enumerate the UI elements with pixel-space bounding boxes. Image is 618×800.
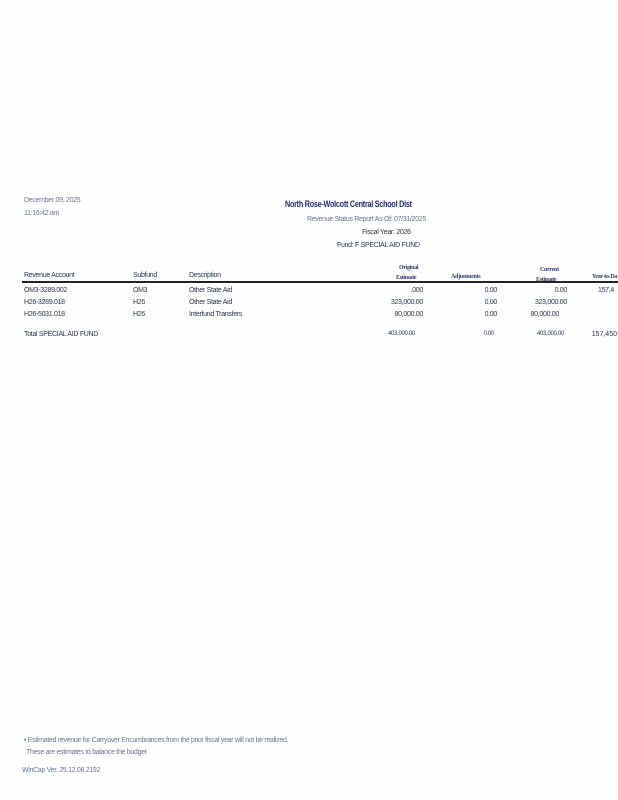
row-original: 323,000.00 xyxy=(390,299,423,306)
col-ytd: Year-to-Da xyxy=(592,274,618,280)
row-ytd: 157,4 xyxy=(598,287,615,294)
fund-name: Fund: F SPECIAL AID FUND xyxy=(337,242,420,249)
report-time: 11:16:42 am xyxy=(24,210,60,217)
row-original: .000 xyxy=(410,287,424,294)
row-adjustments: 0.00 xyxy=(484,299,498,306)
row-subfund: H26 xyxy=(133,299,145,306)
report-date: December 09, 2025 xyxy=(24,197,81,204)
row-account: H26-5031.018 xyxy=(24,311,65,318)
row-subfund: H26 xyxy=(133,311,145,318)
row-current: 323,000.00 xyxy=(534,299,567,306)
row-description: Interfund Transfers xyxy=(189,311,243,318)
row-current: 0.00 xyxy=(554,287,568,294)
total-label: Total SPECIAL AID FUND xyxy=(24,331,99,338)
total-ytd: 157,450 xyxy=(591,331,617,338)
col-current-2: Estimate xyxy=(536,277,557,283)
row-account: H26-3289.018 xyxy=(24,299,65,306)
fiscal-year: Fiscal Year: 2026 xyxy=(362,229,411,236)
row-description: Other State Aid xyxy=(189,287,232,294)
version-label: WinCap Ver. 25.12.08.2192 xyxy=(22,767,101,774)
row-adjustments: 0.00 xyxy=(484,311,498,318)
header-rule xyxy=(22,281,618,283)
col-current-1: Current xyxy=(540,267,559,273)
row-subfund: OM3 xyxy=(133,287,148,294)
col-original-2: Estimate xyxy=(396,275,417,281)
col-adjustments: Adjustments xyxy=(451,274,481,280)
footnote-2: These are estimates to balance the budge… xyxy=(26,749,147,756)
total-original: 403,000.00 xyxy=(387,331,415,337)
col-original-1: Original xyxy=(399,265,419,271)
row-account: OM3-3289.002 xyxy=(24,287,68,294)
report-name: Revenue Status Report As Of: 07/31/2025 xyxy=(307,216,427,223)
row-description: Other State Aid xyxy=(189,299,232,306)
row-original: 80,000.00 xyxy=(394,311,424,318)
district-title: North Rose-Wolcott Central School Dist xyxy=(285,199,412,209)
total-current: 403,000.00 xyxy=(536,331,564,337)
col-subfund: Subfund xyxy=(133,272,157,279)
col-account: Revenue Account xyxy=(24,272,75,279)
footnote: • Estimated revenue for Carryover Encumb… xyxy=(24,737,289,744)
row-current: 80,000.00 xyxy=(530,311,560,318)
total-adjustments: 0.00 xyxy=(483,331,495,337)
col-description: Description xyxy=(189,272,221,279)
row-adjustments: 0.00 xyxy=(484,287,498,294)
